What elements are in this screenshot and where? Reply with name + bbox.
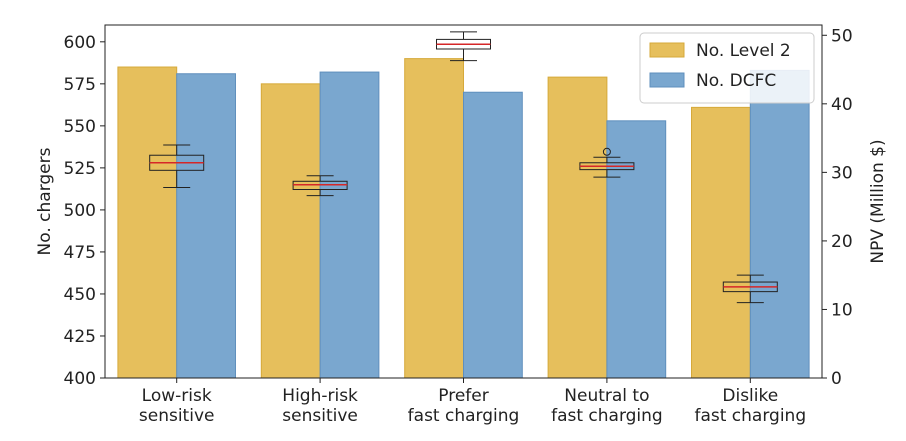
y-tick-label-left: 600 — [64, 33, 96, 53]
y-axis-title-left: No. chargers — [35, 147, 55, 255]
x-tick-label-line: High-risk — [282, 386, 358, 406]
bar-level2-3 — [547, 76, 608, 379]
y-tick-label-left: 500 — [64, 201, 96, 221]
bar-level2-2 — [404, 58, 464, 379]
npv-boxplot-2 — [436, 31, 491, 62]
x-tick-label-4: Dislike fast charging — [694, 386, 806, 426]
x-tick-label-0: Low-risk sensitive — [139, 386, 215, 426]
y-tick-label-right: 0 — [831, 369, 842, 389]
y-tick-label-right: 20 — [831, 232, 853, 252]
y-tick-label-left: 575 — [64, 75, 96, 95]
x-tick-label-line: sensitive — [139, 406, 215, 426]
x-tick-label-line: Low-risk — [142, 386, 212, 406]
y-tick-label-left: 450 — [64, 285, 96, 305]
x-tick-label-line: Dislike — [722, 386, 778, 406]
bar-level2-0 — [117, 66, 178, 379]
y-tick-label-left: 425 — [64, 327, 96, 347]
bar-level2-4 — [691, 106, 751, 379]
y-tick-label-left: 400 — [64, 369, 96, 389]
bar-dcfc-0 — [176, 73, 236, 379]
x-tick-label-line: Prefer — [438, 386, 488, 406]
boxplot-outlier-0 — [602, 147, 611, 156]
legend-label-1: No. DCFC — [696, 71, 776, 91]
npv-boxplots-layer — [149, 31, 778, 304]
x-tick-label-line: fast charging — [551, 406, 663, 426]
y-axis-right: 0 10 20 30 40 50 — [822, 26, 853, 389]
bars-layer — [117, 58, 810, 379]
y-tick-label-right: 30 — [831, 163, 853, 183]
legend-swatch-0 — [649, 42, 685, 58]
y-axis-title-right: NPV (Million $) — [868, 139, 888, 263]
y-tick-label-left: 475 — [64, 243, 96, 263]
legend-label-0: No. Level 2 — [696, 41, 791, 61]
bar-level2-1 — [260, 83, 321, 379]
y-tick-label-right: 40 — [831, 95, 853, 115]
y-tick-label-left: 550 — [64, 117, 96, 137]
legend-swatch-1 — [649, 72, 685, 88]
bar-dcfc-4 — [749, 69, 810, 379]
x-tick-label-line: fast charging — [408, 406, 520, 426]
npv-boxplot-0 — [149, 144, 205, 188]
y-tick-label-right: 50 — [831, 26, 853, 46]
y-tick-label-right: 10 — [831, 300, 853, 320]
x-tick-label-line: sensitive — [282, 406, 358, 426]
npv-boxplot-1 — [292, 175, 348, 197]
legend: No. Level 2 No. DCFC — [639, 32, 815, 104]
npv-boxplot-3 — [579, 147, 635, 178]
x-tick-label-2: Prefer fast charging — [408, 386, 520, 426]
x-tick-label-1: High-risk sensitive — [282, 386, 358, 426]
x-tick-label-line: Neutral to — [564, 386, 649, 406]
bar-dcfc-3 — [606, 120, 667, 379]
y-axis-left: 400 425 450 475 500 525 550 575 600 — [64, 33, 105, 389]
y-tick-label-left: 525 — [64, 159, 96, 179]
x-tick-label-line: fast charging — [694, 406, 806, 426]
bar-dcfc-1 — [319, 71, 380, 379]
x-tick-label-3: Neutral to fast charging — [551, 386, 663, 426]
bar-dcfc-2 — [463, 91, 523, 379]
npv-boxplot-4 — [722, 274, 778, 304]
